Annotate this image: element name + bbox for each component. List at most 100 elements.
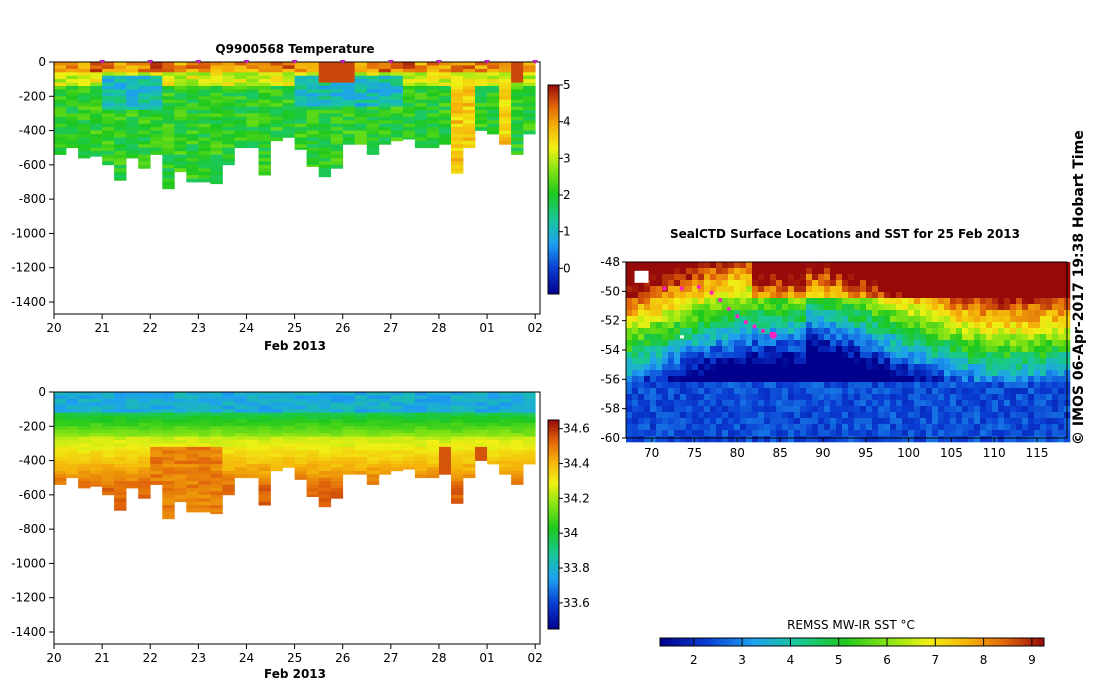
section-cell [246,470,259,475]
section-cell [414,106,428,111]
section-cell [487,457,500,461]
sst-cell [644,418,651,425]
sst-cell [1010,376,1017,383]
section-cell [222,120,235,125]
section-cell [234,457,247,461]
sst-cell [968,352,975,359]
section-cell [414,453,428,458]
section-cell [174,416,187,420]
sst-cell [920,406,927,413]
section-cell [330,484,344,489]
section-cell [306,75,319,80]
section-cell [78,477,91,482]
section-cell [451,422,464,427]
section-cell [150,481,163,485]
section-cell [210,498,223,503]
sst-cell [728,316,735,323]
section-cell [258,116,271,121]
sst-cell [692,298,699,305]
section-cell [342,68,356,73]
profile-marker [532,60,539,64]
section-cell [499,86,512,90]
sst-cell [914,394,921,401]
section-cell [354,464,368,468]
section-cell [414,113,428,118]
sst-cell [914,436,921,443]
sst-cell [686,418,693,425]
section-cell [174,62,187,66]
section-cell [66,86,79,90]
sst-cell [908,352,915,359]
sst-cell [944,394,951,401]
section-cell [282,450,295,455]
section-cell [366,140,380,145]
section-cell [186,453,199,458]
section-cell [186,412,199,417]
sst-cell [812,298,819,305]
section-cell [342,460,356,465]
section-cell [114,72,127,77]
sst-cell [884,424,891,431]
section-cell [102,440,115,444]
section-cell [342,110,356,114]
section-cell [222,433,235,437]
sst-cell [710,322,717,329]
sst-cell [1016,340,1023,347]
section-cell [439,127,452,131]
sst-cell [650,310,657,317]
section-cell [162,151,175,155]
sst-cell [932,376,939,383]
sst-cell [920,358,927,365]
salinity-section-panel: 0-200-400-600-800-1000-1200-1400 20 21 22 2… [11,385,590,681]
section-cell [186,491,199,496]
sst-cell [794,298,801,305]
section-cell [330,158,344,162]
sst-cell [1052,286,1059,293]
section-cell [463,398,476,403]
sst-cell [674,322,681,329]
sst-cell [776,412,783,419]
section-cell [402,65,416,70]
section-cell [198,92,211,97]
sst-cell [1046,424,1053,431]
section-cell [270,419,283,424]
sst-cell [1040,424,1047,431]
sst-cell [824,418,831,425]
sst-cell [908,274,915,281]
section-cell [138,75,151,80]
section-cell [354,453,368,458]
sst-cell [932,334,939,341]
section-cell [78,130,91,135]
section-cell [330,453,344,458]
sst-cell [992,298,999,305]
sst-cell [740,436,747,443]
sst-cell [788,430,795,437]
section-cell [234,144,247,149]
sst-cell [836,388,843,395]
section-cell [114,75,127,80]
section-cell [426,436,440,441]
sst-cell [734,304,741,311]
sst-cell [662,394,669,401]
sst-cell [986,358,993,365]
section-cell [258,501,271,506]
section-cell [138,484,151,489]
sst-cell [998,382,1005,389]
section-cell [174,103,187,107]
sst-cell [800,340,807,347]
section-cell [402,443,416,448]
sst-cell [878,268,885,275]
sst-cell [842,436,849,443]
y-tick-label: -1000 [11,226,46,240]
section-cell [294,106,307,111]
section-cell [282,82,295,87]
sst-cell [1022,418,1029,425]
section-cell [378,436,392,441]
section-cell [198,68,211,73]
section-cell [222,440,235,444]
section-cell [354,96,368,101]
sst-cell [1016,430,1023,437]
sst-cell [842,286,849,293]
section-cell [366,137,380,142]
sst-cell [896,346,903,353]
